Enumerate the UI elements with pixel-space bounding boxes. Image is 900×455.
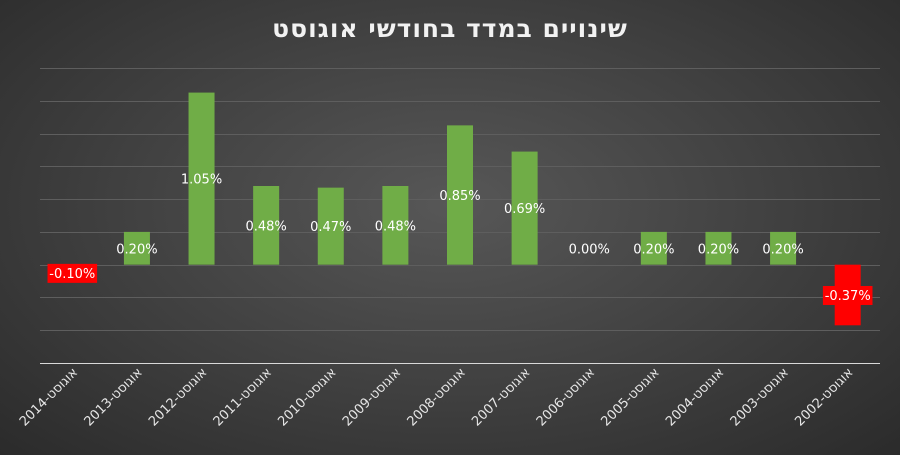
x-tick-label: אוגוסט-2003 bbox=[728, 365, 792, 429]
data-label: 1.05% bbox=[181, 173, 222, 188]
data-label: 0.20% bbox=[762, 243, 803, 258]
x-tick-label: אוגוסט-2009 bbox=[340, 365, 404, 429]
x-tick-label: אוגוסט-2007 bbox=[469, 365, 533, 429]
x-tick-label: אוגוסט-2010 bbox=[275, 365, 339, 429]
x-tick-label: אוגוסט-2013 bbox=[82, 365, 146, 429]
data-label: 0.48% bbox=[245, 219, 286, 234]
data-label: 0.00% bbox=[569, 243, 610, 258]
data-label: 0.69% bbox=[504, 202, 545, 217]
bar-אוגוסט-2004 bbox=[705, 231, 732, 265]
bar-אוגוסט-2012 bbox=[188, 92, 215, 265]
data-label-bg bbox=[47, 263, 98, 283]
data-label: 0.48% bbox=[375, 219, 416, 234]
bar-אוגוסט-2013 bbox=[123, 231, 150, 265]
bar-אוגוסט-2007 bbox=[511, 151, 538, 265]
bar-אוגוסט-2011 bbox=[253, 186, 280, 265]
x-tick-label: אוגוסט-2002 bbox=[792, 365, 856, 429]
bar-אוגוסט-2010 bbox=[317, 187, 344, 265]
x-tick-label: אוגוסט-2008 bbox=[405, 365, 469, 429]
data-label-bg bbox=[822, 285, 873, 305]
x-tick-label: אוגוסט-2011 bbox=[211, 365, 275, 429]
bar-אוגוסט-2008 bbox=[447, 125, 473, 265]
data-label: 0.20% bbox=[698, 243, 739, 258]
data-label: -0.10% bbox=[49, 267, 95, 282]
data-label: 0.20% bbox=[116, 243, 157, 258]
bar-אוגוסט-2009 bbox=[382, 186, 409, 265]
x-tick-label: אוגוסט-2005 bbox=[598, 365, 662, 429]
data-label: 0.47% bbox=[310, 220, 351, 235]
x-tick-label: אוגוסט-2012 bbox=[146, 365, 210, 429]
bar-אוגוסט-2005 bbox=[640, 231, 667, 265]
bar-אוגוסט-2003 bbox=[770, 231, 797, 265]
chart-title: שינויים במדד בחודשי אוגוסט bbox=[272, 14, 628, 43]
x-tick-label: אוגוסט-2006 bbox=[534, 365, 598, 429]
x-tick-label: אוגוסט-2014 bbox=[17, 365, 81, 429]
data-label: -0.37% bbox=[825, 289, 871, 304]
data-label: 0.85% bbox=[439, 189, 480, 204]
x-tick-label: אוגוסט-2004 bbox=[663, 365, 727, 429]
data-label: 0.20% bbox=[633, 243, 674, 258]
